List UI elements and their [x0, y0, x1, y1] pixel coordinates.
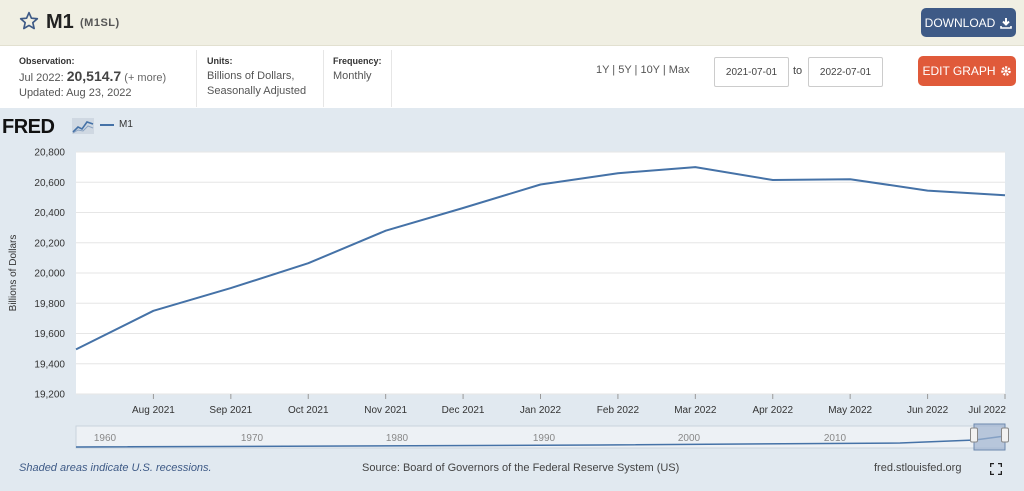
y-tick-label: 20,200: [34, 238, 65, 249]
fred-logo[interactable]: FRED: [2, 116, 55, 138]
navigator-year-label: 1960: [94, 433, 117, 444]
navigator-handle[interactable]: [1001, 427, 1009, 443]
data-point: [689, 161, 701, 173]
x-tick-label: Feb 2022: [597, 405, 640, 416]
data-point: [922, 185, 934, 197]
x-tick-label: Jun 2022: [907, 405, 949, 416]
units-line-1: Billions of Dollars,: [207, 70, 295, 82]
range-links[interactable]: 1Y | 5Y | 10Y | Max: [596, 64, 690, 76]
y-tick-label: 19,200: [34, 390, 65, 401]
y-tick-label: 20,400: [34, 208, 65, 219]
data-point: [147, 305, 159, 317]
data-point: [535, 179, 547, 191]
navigator-selection[interactable]: [973, 423, 1006, 451]
y-tick-label: 20,000: [34, 269, 65, 280]
y-tick-label: 20,600: [34, 178, 65, 189]
y-axis-title: Billions of Dollars: [8, 235, 19, 312]
y-tick-label: 19,600: [34, 329, 65, 340]
y-tick-label: 19,800: [34, 299, 65, 310]
data-point: [612, 167, 624, 179]
fred-logo-chart-icon: [72, 118, 94, 134]
data-point: [844, 173, 856, 185]
units-label: Units:: [207, 56, 233, 66]
x-tick-label: Mar 2022: [674, 405, 717, 416]
series-title: M1: [46, 11, 74, 33]
meta-divider: [391, 50, 392, 107]
end-date-input[interactable]: [808, 57, 883, 87]
frequency-block: Frequency: Monthly: [333, 56, 382, 84]
meta-divider: [323, 50, 324, 107]
x-tick-label: Apr 2022: [752, 405, 793, 416]
chart-legend: M1: [100, 119, 133, 130]
x-tick-label: Nov 2021: [364, 405, 407, 416]
x-tick-label: Dec 2021: [442, 405, 485, 416]
navigator-year-label: 1990: [533, 433, 556, 444]
meta-divider: [196, 50, 197, 107]
data-point: [767, 174, 779, 186]
x-tick-label: Jul 2022: [968, 405, 1006, 416]
star-outline-icon[interactable]: [19, 11, 39, 31]
recession-note: Shaded areas indicate U.S. recessions.: [19, 462, 212, 474]
line-chart: 19,200 19,400 19,600 19,800 20,000 20,200 20,4…: [8, 148, 1011, 451]
x-tick-label: Oct 2021: [288, 405, 329, 416]
gear-icon: [1000, 66, 1011, 76]
frequency-label: Frequency:: [333, 56, 382, 66]
observation-block: Observation: Jul 2022: 20,514.7 (+ more)…: [19, 56, 166, 101]
fred-url[interactable]: fred.stlouisfed.org: [874, 462, 962, 474]
title-bar: M1 (M1SL) DOWNLOAD: [0, 0, 1024, 46]
observation-value: 20,514.7: [66, 68, 122, 84]
download-arrow-icon: [1000, 17, 1013, 29]
legend-swatch: [100, 123, 114, 126]
frequency-value: Monthly: [333, 70, 372, 82]
observation-label: Observation:: [19, 56, 75, 66]
data-point: [380, 225, 392, 237]
units-block: Units: Billions of Dollars, Seasonally A…: [207, 56, 306, 99]
series-id: (M1SL): [80, 17, 120, 29]
x-tick-label: May 2022: [828, 405, 872, 416]
source-link[interactable]: Source: Board of Governors of the Federa…: [362, 462, 680, 474]
download-label: DOWNLOAD: [924, 15, 996, 30]
fullscreen-icon[interactable]: [990, 463, 1002, 475]
data-point: [70, 343, 82, 355]
edit-graph-label: EDIT GRAPH: [922, 64, 996, 78]
x-tick-label: Aug 2021: [132, 405, 175, 416]
updated-date: Updated: Aug 23, 2022: [19, 87, 132, 99]
y-tick-label: 20,800: [34, 148, 65, 159]
series-line-m1: [75, 166, 1006, 351]
observation-more-link[interactable]: (+ more): [124, 72, 167, 84]
edit-graph-button[interactable]: EDIT GRAPH: [918, 56, 1016, 86]
x-tick-label: Sep 2021: [209, 405, 252, 416]
data-point: [225, 282, 237, 294]
data-point: [457, 202, 469, 214]
navigator-year-label: 2000: [678, 433, 701, 444]
to-label: to: [793, 65, 803, 77]
data-point: [999, 189, 1011, 201]
x-tick-label: Jan 2022: [520, 405, 562, 416]
navigator-year-label: 2010: [824, 433, 847, 444]
observation-period: Jul 2022:: [19, 72, 64, 84]
observation-line: Jul 2022: 20,514.7 (+ more): [19, 69, 166, 86]
start-date-input[interactable]: [714, 57, 789, 87]
legend-label: M1: [119, 119, 133, 130]
units-line-2: Seasonally Adjusted: [207, 85, 307, 97]
navigator-handle[interactable]: [970, 427, 978, 443]
data-point: [302, 257, 314, 269]
navigator-year-label: 1980: [386, 433, 409, 444]
download-button[interactable]: DOWNLOAD: [921, 8, 1016, 37]
y-tick-label: 19,400: [34, 359, 65, 370]
navigator-year-label: 1970: [241, 433, 264, 444]
